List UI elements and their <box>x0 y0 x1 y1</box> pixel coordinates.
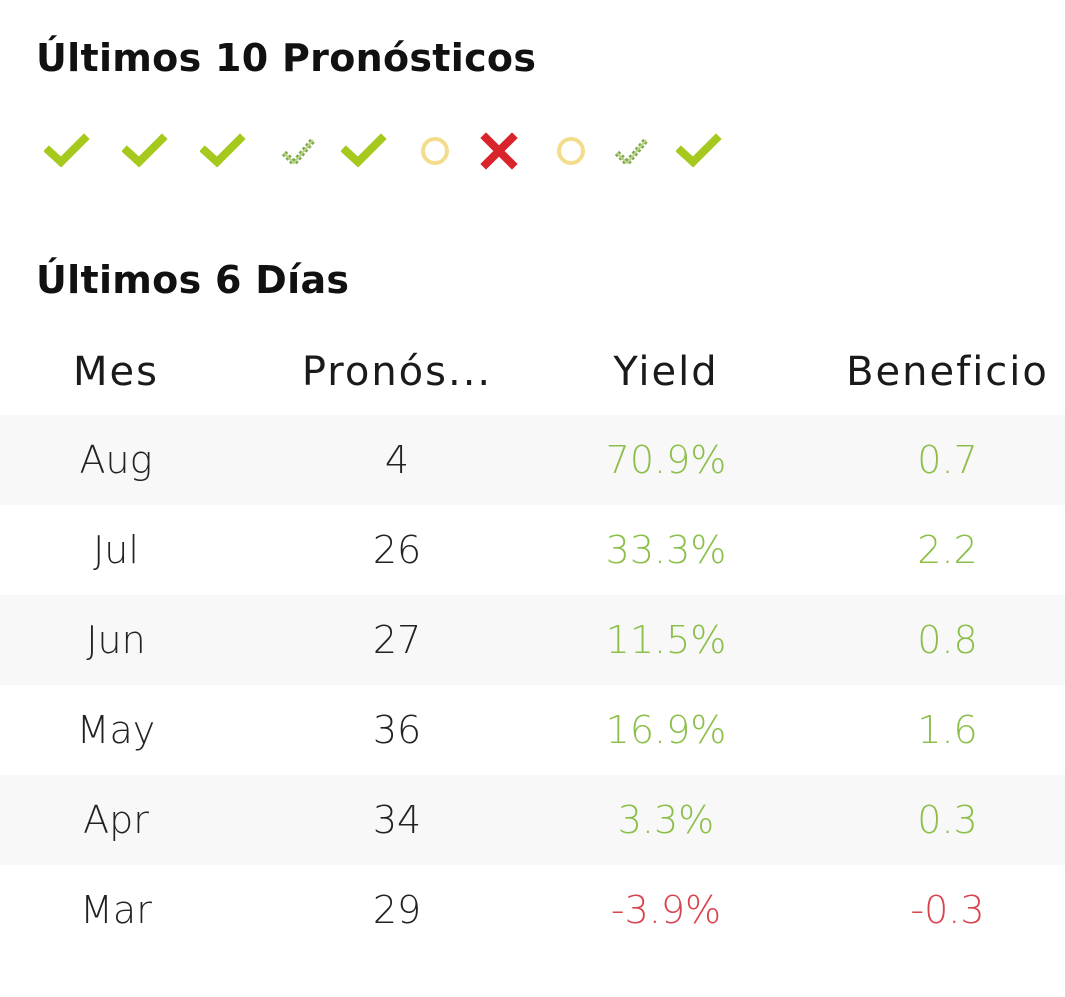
check-icon <box>200 133 246 168</box>
cell-month: Aug <box>79 438 153 482</box>
check-icon <box>44 133 90 168</box>
last-forecasts-row <box>0 128 1065 174</box>
column-header-forecasts[interactable]: Pronós... <box>301 349 493 395</box>
check-icon <box>122 133 168 168</box>
cell-forecasts: 36 <box>372 708 422 752</box>
cell-profit: 1.6 <box>917 708 978 752</box>
table-row: Jul 26 33.3% 2.2 <box>0 505 1065 595</box>
check-icon <box>341 133 387 168</box>
cross-icon <box>480 132 518 170</box>
circle-icon <box>421 137 449 165</box>
cell-forecasts: 26 <box>372 528 422 572</box>
column-header-profit[interactable]: Beneficio <box>846 349 1049 395</box>
check-icon <box>676 133 722 168</box>
table-row: May 36 16.9% 1.6 <box>0 685 1065 775</box>
table-row: Aug 4 70.9% 0.7 <box>0 415 1065 505</box>
cell-profit: -0.3 <box>910 888 985 932</box>
cell-profit: 2.2 <box>917 528 978 572</box>
column-header-month[interactable]: Mes <box>73 349 159 395</box>
cell-forecasts: 29 <box>372 888 422 932</box>
cell-month: May <box>76 708 156 752</box>
cell-yield: 33.3% <box>605 528 727 572</box>
circle-icon <box>557 137 585 165</box>
last-forecasts-title: Últimos 10 Pronósticos <box>36 36 537 80</box>
cell-yield: 16.9% <box>605 708 727 752</box>
half-check-icon <box>281 138 316 168</box>
cell-forecasts: 27 <box>372 618 422 662</box>
cell-month: Apr <box>83 798 149 842</box>
column-header-yield[interactable]: Yield <box>613 349 719 395</box>
cell-yield: 70.9% <box>605 438 727 482</box>
table-row: Apr 34 3.3% 0.3 <box>0 775 1065 865</box>
cell-forecasts: 4 <box>384 438 410 482</box>
cell-yield: 11.5% <box>605 618 727 662</box>
results-table-body: Aug 4 70.9% 0.7 Jul 26 33.3% 2.2 Jun 27 … <box>0 415 1065 955</box>
cell-month: Jul <box>93 528 139 572</box>
half-check-icon <box>614 138 649 168</box>
cell-profit: 0.3 <box>917 798 978 842</box>
table-row: Mar 29 -3.9% -0.3 <box>0 865 1065 955</box>
cell-yield: 3.3% <box>617 798 715 842</box>
cell-profit: 0.8 <box>917 618 978 662</box>
cell-profit: 0.7 <box>917 438 978 482</box>
last-days-title: Últimos 6 Días <box>36 258 350 302</box>
table-row: Jun 27 11.5% 0.8 <box>0 595 1065 685</box>
cell-month: Jun <box>86 618 146 662</box>
cell-forecasts: 34 <box>372 798 422 842</box>
cell-yield: -3.9% <box>610 888 722 932</box>
cell-month: Mar <box>80 888 152 932</box>
table-header: Mes Pronós... Yield Beneficio <box>0 342 1065 402</box>
